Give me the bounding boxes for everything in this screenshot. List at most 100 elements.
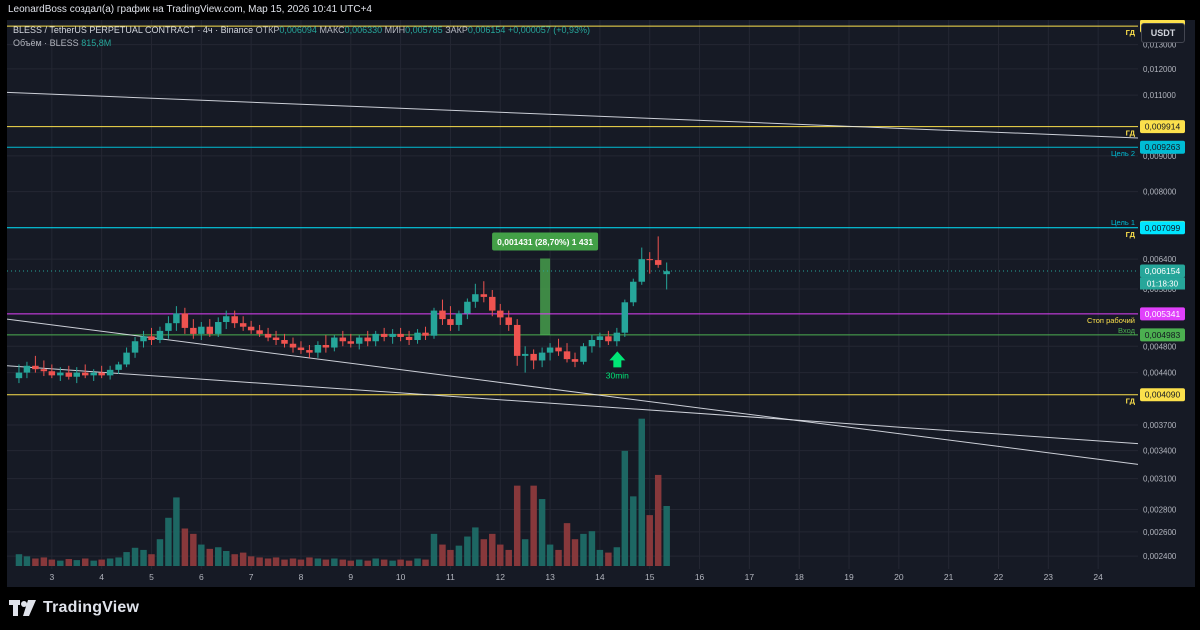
candle-body [247,326,255,331]
volume-bar [347,560,355,566]
candle-body [306,350,313,353]
time-tick-label: 16 [695,572,705,582]
candle [239,316,247,331]
candle [297,341,305,354]
time-tick-label: 15 [645,572,655,582]
candle [314,341,322,358]
candle-body [480,294,488,297]
volume-bar [380,559,388,566]
time-tick-label: 18 [794,572,804,582]
candle-body [206,326,214,334]
volume-bar [322,559,330,566]
volume-bar [73,560,80,566]
candle [356,335,363,350]
candle [106,365,114,380]
volume-bar [513,485,521,566]
volume-bar [430,533,438,566]
chart-area[interactable]: 0,001431 (28,70%) 1 431 30min 0,002400 0,00… [7,20,1195,587]
chart-svg[interactable]: 0,001431 (28,70%) 1 431 30min 0,002400 0,00… [7,20,1195,587]
level-tag: Цель 1 [1111,218,1135,227]
volume-bar [148,554,155,566]
candle-body [638,259,645,282]
price-axis-panel [1138,20,1195,587]
price-label: 0,009914 [1140,120,1185,134]
price-tick-label: 0,003400 [1143,447,1177,456]
candle-body [372,333,379,342]
candle-body [571,359,579,362]
candle [505,310,512,331]
volume-bar [106,558,114,566]
volume-bar [546,544,554,566]
candle [40,360,48,377]
volume-bar [115,557,122,566]
level-tag: ГД [1126,230,1136,239]
price-label: 0,004090 [1140,388,1185,402]
candle [173,306,180,331]
candle-body [190,327,197,334]
price-tick-label: 0,009000 [1143,152,1177,161]
attribution-bar: LeonardBoss создал(а) график на TradingV… [0,0,1200,20]
candle-body [356,337,363,344]
candle [430,307,438,339]
open-value: 0,006094 [279,25,317,35]
close-label: ЗАКР [445,25,468,35]
time-tick-label: 22 [994,572,1004,582]
volume-bar [472,527,479,566]
volume-bar [663,506,670,566]
level-tag: Цель 2 [1111,149,1135,158]
volume-bar [206,548,214,566]
volume-bar [555,549,562,566]
volume-bar [48,559,56,566]
candle [630,278,637,307]
candle-body [630,281,637,303]
time-tick-label: 5 [149,572,154,582]
volume-bar [15,554,23,566]
candle-body [23,365,31,373]
candle [588,335,596,353]
price-label: 0,006154 01:18:30 [1140,264,1185,290]
candle-body [264,333,272,338]
candle [272,330,280,345]
candle [165,316,172,339]
candle [140,330,147,348]
volume-bar [281,559,288,566]
candle [90,369,97,381]
candle-body [272,337,280,341]
volume-bar [239,552,247,566]
candle [98,365,105,379]
candle [646,252,653,274]
candle-body [98,372,105,376]
candle [389,329,396,344]
time-tick-label: 17 [745,572,755,582]
candle-body [123,352,130,365]
time-axis-panel [7,569,1138,587]
candle-body [165,323,172,331]
currency-button[interactable]: USDT [1141,23,1185,43]
volume-bar [156,539,164,566]
candle [32,355,39,373]
candle-body [613,332,621,342]
candle-body [148,336,155,341]
candle-body [455,313,463,325]
high-label: МАКС [319,25,345,35]
price-label-box [1140,388,1185,402]
volume-bar [464,536,471,566]
price-label-text: 0,009263 [1145,142,1181,152]
price-tick-label: 0,011000 [1143,91,1176,100]
time-tick-label: 19 [844,572,854,582]
price-tick-label: 0,008000 [1143,188,1177,197]
candle [115,361,122,374]
volume-bar [414,558,421,566]
candle [563,343,571,363]
volume-bar [588,531,596,566]
candle-body [430,310,438,336]
candle-body [173,313,180,324]
candle-body [646,259,653,261]
candle-body [281,340,288,344]
volume-bar [505,549,512,566]
tradingview-logo[interactable]: TradingView [9,599,139,617]
candle-body [588,340,596,347]
volume-bar [256,557,263,566]
candle [380,327,388,342]
volume-bar [571,539,579,566]
